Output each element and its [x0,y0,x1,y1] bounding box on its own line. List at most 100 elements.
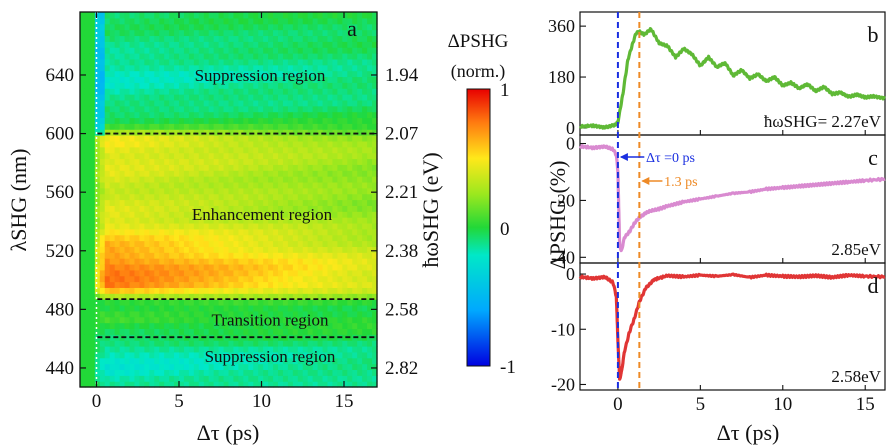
heatmap-cell [268,340,274,347]
heatmap-cell [198,217,205,224]
heatmap-cell [248,29,254,37]
heatmap-cell [263,105,269,113]
heatmap-cell [174,363,180,371]
heatmap-cell [169,252,175,259]
heatmap-cell [367,340,373,347]
heatmap-cell [292,176,299,183]
heatmap-cell [307,310,314,318]
heatmap-cell [292,328,299,335]
heatmap-cell [193,41,200,48]
heatmap-cell [243,12,249,19]
heatmap-cell [223,99,230,107]
heatmap-cell [367,64,373,72]
heatmap-cell [302,310,309,318]
heatmap-cell [342,234,348,242]
heatmap-cell [144,199,150,206]
heatmap-cell [238,58,244,66]
heatmap-cell [223,35,230,42]
heatmap-cell [228,35,235,42]
heatmap-cell [144,53,150,60]
heatmap-cell [337,41,343,48]
heatmap-cell [139,17,145,25]
heatmap-cell [159,246,165,253]
heatmap-cell [213,287,220,294]
heatmap-cell [119,123,126,130]
heatmap-cell [302,82,309,89]
heatmap-cell [302,29,309,37]
heatmap-cell [159,82,165,89]
heatmap-cell [89,164,96,171]
heatmap-cell [164,293,170,300]
heatmap-cell [134,135,140,142]
heatmap-cell [169,117,175,124]
heatmap-cell [362,58,368,66]
heatmap-cell [159,211,165,218]
heatmap-cell [104,340,111,347]
heatmap-cell [208,76,215,83]
heatmap-cell [258,99,264,107]
heatmap-cell [342,176,348,183]
heatmap-cell [84,135,91,142]
heatmap-cell [322,64,329,72]
heatmap-cell [273,281,279,288]
heatmap-cell [114,76,121,83]
heatmap-cell [208,23,215,31]
heatmap-cell [347,345,353,353]
heatmap-cell [327,217,334,224]
heatmap-cell [198,287,205,294]
heatmap-cell [233,187,239,195]
heatmap-cell [233,17,239,25]
heatmap-cell [352,58,358,66]
heatmap-cell [164,111,170,119]
heatmap-cell [243,375,249,382]
heatmap-cell [183,363,190,371]
heatmap-cell [317,381,324,388]
heatmap-cell [94,94,101,101]
heatmap-cell [292,140,299,148]
heatmap-cell [367,328,373,335]
heatmap-cell [104,304,111,312]
heatmap-cell [193,35,200,42]
heatmap-cell [114,170,121,177]
heatmap-cell [119,269,126,277]
heatmap-cell [372,12,378,19]
heatmap-cell [80,23,86,31]
heatmap-cell [119,29,126,37]
heatmap-cell [312,158,319,165]
heatmap-cell [213,357,220,365]
heatmap-cell [203,47,210,54]
heatmap-cell [80,369,86,376]
heatmap-cell [248,129,254,136]
heatmap-cell [109,146,116,154]
heatmap-cell [372,240,378,247]
heatmap-cell [268,146,274,154]
heatmap-cell [179,222,185,230]
heatmap-cell [109,41,116,48]
heatmap-cell [302,246,309,253]
heatmap-cell [183,340,190,347]
heatmap-cell [124,12,131,19]
heatmap-cell [169,275,175,283]
heatmap-cell [144,363,150,371]
heatmap-cell [297,105,304,113]
heatmap-cell [89,205,96,212]
heatmap-cell [89,70,96,78]
heatmap-cell [292,158,299,165]
heatmap-cell [99,129,106,136]
heatmap-cell [357,117,363,124]
heatmap-cell [268,258,274,265]
heatmap-cell [164,129,170,136]
heatmap-cell [198,222,205,230]
heatmap-cell [302,252,309,259]
heatmap-cell [287,211,294,218]
heatmap-cell [342,35,348,42]
heatmap-cell [159,135,165,142]
heatmap-cell [213,275,220,283]
heatmap-cell [174,140,180,148]
heatmap-cell [233,222,239,230]
heatmap-cell [164,363,170,371]
heatmap-cell [154,158,160,165]
heatmap-cell [188,123,195,130]
heatmap-cell [258,140,264,148]
marker-label-1p3ps: 1.3 ps [664,175,697,190]
